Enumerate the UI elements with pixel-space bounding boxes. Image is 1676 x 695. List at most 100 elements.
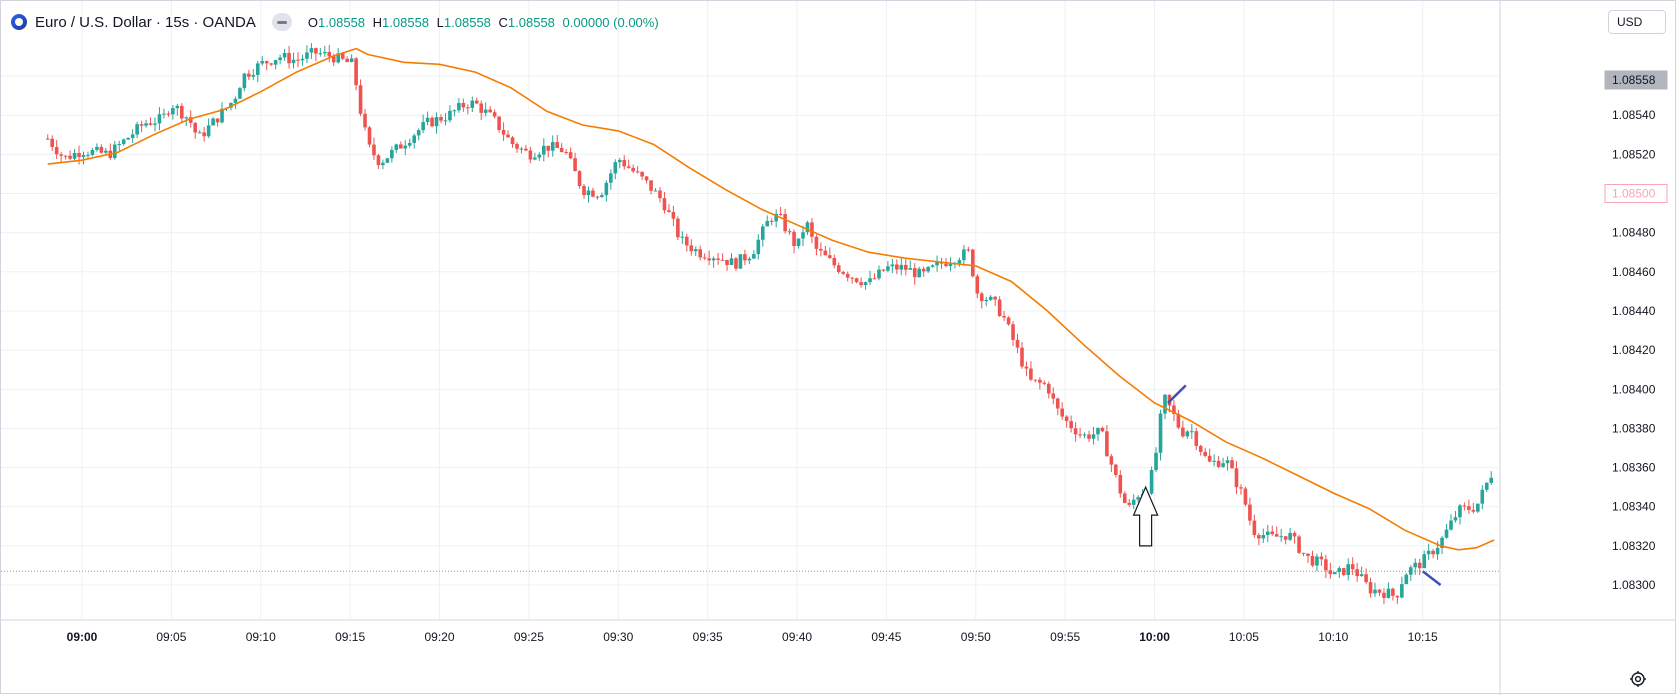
candle [962,245,966,265]
candle [63,155,68,160]
candle-body [550,142,555,151]
candle-body [421,122,425,131]
candle [1069,415,1073,433]
candle-body [1136,497,1140,500]
time-tick-label: 09:05 [156,630,186,644]
candle-body [1319,556,1324,560]
candle [1234,461,1239,495]
candle-body [912,268,917,278]
candle-body [1109,456,1114,465]
candle-body [175,105,180,109]
candle-body [247,73,251,77]
candle-body [1449,520,1453,530]
candle [139,120,144,133]
candle-body [1015,339,1020,348]
currency-pair-icon[interactable] [11,14,27,30]
candle [1091,426,1096,445]
candle-body [1002,316,1006,318]
candle [1114,463,1118,478]
candle-body [711,258,716,261]
candle-body [372,144,376,156]
candle [1283,536,1288,545]
candle-body [559,147,564,153]
candle [1055,397,1060,416]
candle-body [993,296,997,300]
candle-body [1346,564,1351,575]
candle-body [1408,567,1413,575]
candle [1471,502,1476,514]
candle [975,274,980,299]
candle [112,140,117,160]
candle-body [1158,413,1163,453]
candle [1391,587,1395,601]
open-label: O [307,14,319,30]
candle-body [171,108,175,115]
collapse-legend-button[interactable] [271,13,292,31]
candle-body [1082,434,1087,436]
candle [917,266,921,278]
candle-body [1091,434,1096,439]
symbol-title[interactable]: Euro / U.S. Dollar · 15s · OANDA [35,13,256,31]
candle-body [139,124,144,126]
candle [823,245,828,256]
candle-body [515,144,519,149]
candle [1038,377,1042,390]
candle-body [698,249,703,258]
candle [1046,381,1051,399]
price-tick-label: 1.08300 [1612,578,1656,592]
candle-body [291,59,296,64]
time-tick-label: 09:10 [246,630,276,644]
candle-body [197,132,202,134]
chart-settings-button[interactable] [1627,668,1649,690]
candle-body [537,154,542,158]
candle [1301,552,1306,557]
candle [1417,558,1422,576]
candle-body [787,231,792,233]
candle-body [1046,383,1051,394]
candle [394,143,399,154]
candle-body [595,196,600,198]
candle-body [752,254,756,259]
candle [439,114,443,124]
candle-body [309,48,314,53]
candle [926,266,930,274]
candle [1377,588,1382,597]
candle [1346,558,1351,581]
candle-body [971,249,975,277]
candle [1212,454,1216,467]
candle-body [591,190,595,197]
candle-body [1198,445,1203,452]
candle [537,152,542,161]
candle [1248,497,1252,526]
candle [95,143,99,152]
candle [1118,470,1123,498]
candle-body [1337,568,1342,573]
candle [604,180,609,202]
candle [667,204,671,213]
candle [457,98,461,113]
candle-body [734,258,738,269]
candle-body [921,268,926,272]
current-price-tag-label: 1.08558 [1612,73,1656,87]
candle [148,117,153,126]
grid-lines [1,1,1499,619]
candle-body [86,154,90,156]
candle-body [461,102,466,108]
candle-body [90,149,95,155]
candle-body [340,53,345,59]
candle [1190,424,1194,440]
candle [193,121,198,139]
candle [1319,552,1324,566]
candle-body [1359,574,1364,577]
currency-button[interactable]: USD [1608,10,1666,34]
candle [752,250,756,259]
candle-body [863,282,868,286]
candle [568,147,573,160]
candle-body [1203,451,1208,456]
candle-body [801,232,805,239]
candle [707,250,711,266]
candle [318,48,323,57]
candle [519,146,524,154]
